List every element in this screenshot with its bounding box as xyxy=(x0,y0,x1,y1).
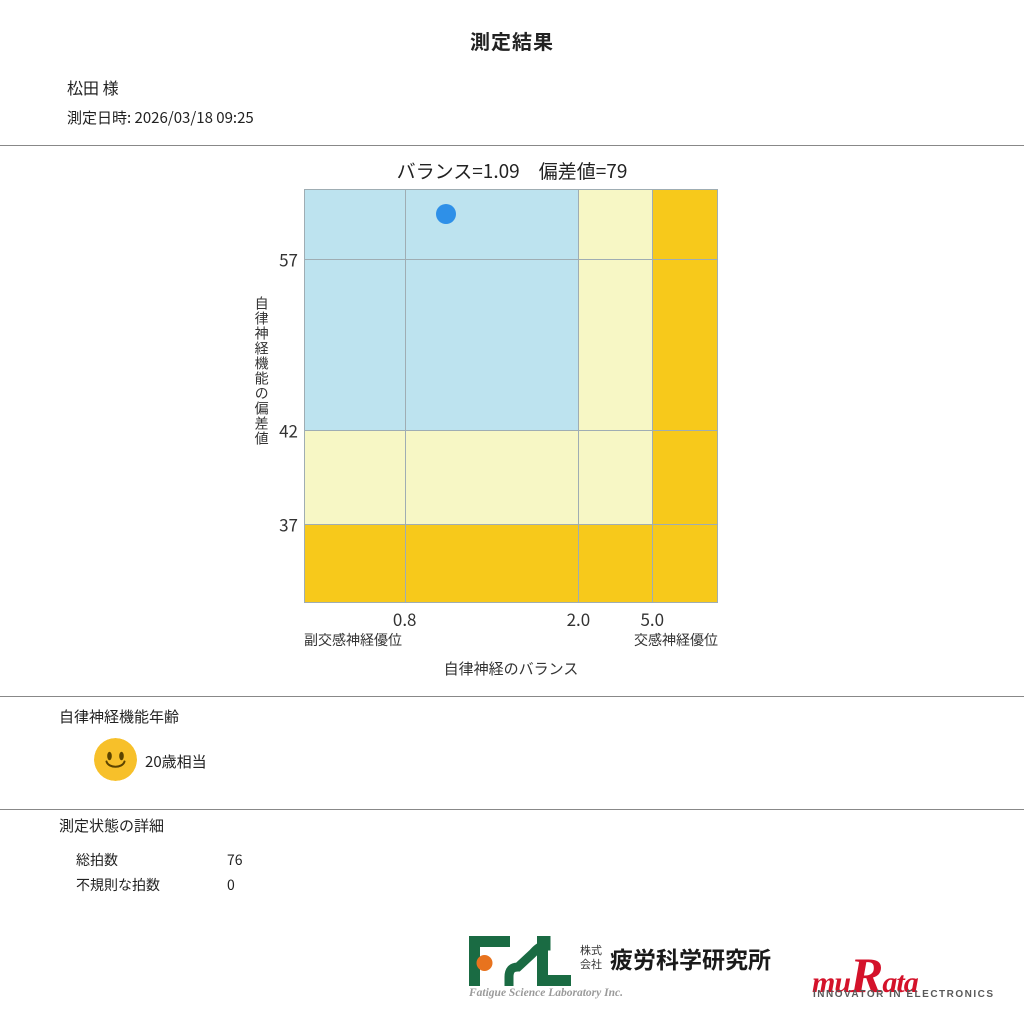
svg-text:疲労科学研究所: 疲労科学研究所 xyxy=(610,941,771,975)
svg-text:会社: 会社 xyxy=(580,956,602,972)
svg-text:Fatigue Science Laboratory Inc: Fatigue Science Laboratory Inc. xyxy=(468,987,623,999)
